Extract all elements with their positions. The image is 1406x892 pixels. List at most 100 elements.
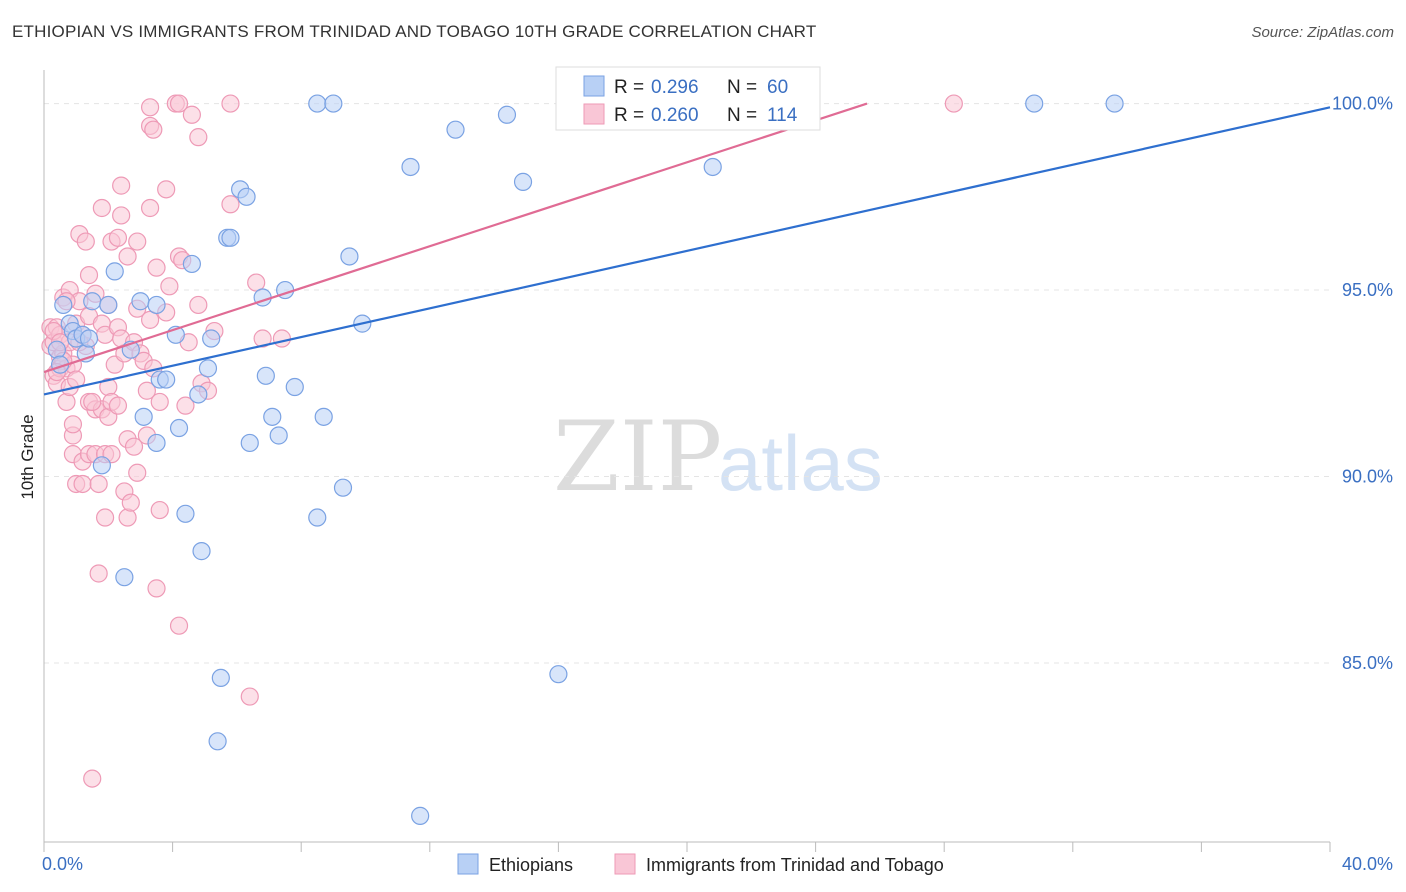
- trinidad-point: [83, 392, 102, 412]
- ethiopian-point: [340, 247, 359, 266]
- y-tick-label: 100.0%: [1332, 94, 1393, 114]
- ethiopian-point: [208, 732, 227, 751]
- ethiopian-point: [263, 407, 282, 426]
- y-tick-labels: 85.0% 90.0% 95.0% 100.0%: [1332, 94, 1393, 673]
- trinidad-point: [57, 392, 76, 412]
- trinidad-point: [63, 415, 83, 434]
- y-tick-label: 90.0%: [1342, 467, 1393, 487]
- legend-ethiopians-swatch: [583, 75, 605, 97]
- trinidad-point: [95, 508, 115, 527]
- ethiopian-point: [99, 295, 118, 315]
- ethiopian-point: [176, 504, 195, 523]
- ethiopian-point: [1105, 94, 1124, 113]
- ethiopian-point: [157, 370, 176, 389]
- ethiopian-point: [115, 568, 134, 587]
- watermark-atlas: atlas: [718, 419, 883, 507]
- trinidad-point: [157, 180, 176, 199]
- trinidad-point: [112, 176, 131, 195]
- y-axis-label: 10th Grade: [18, 414, 37, 499]
- trinidad-point: [182, 105, 201, 124]
- ethiopian-point: [221, 228, 240, 247]
- legend-r-value-1: 0.296: [651, 77, 699, 98]
- trinidad-point: [169, 616, 189, 635]
- trinidad-point: [73, 474, 92, 494]
- ethiopian-point: [202, 329, 221, 348]
- ethiopian-point: [47, 340, 66, 359]
- trinidad-point: [169, 94, 189, 113]
- trinidad-point: [137, 381, 156, 400]
- ethiopian-point: [105, 262, 124, 281]
- ethiopian-point: [192, 542, 211, 561]
- trinidad-point: [176, 396, 195, 415]
- trinidad-point: [189, 128, 208, 147]
- legend-bottom-trinidad-label: Immigrants from Trinidad and Tobago: [646, 855, 944, 875]
- ethiopian-point: [83, 292, 102, 311]
- legend-bottom-ethiopians-swatch: [457, 853, 479, 875]
- trendlines: [43, 102, 1331, 396]
- ethiopian-point: [237, 187, 256, 206]
- ethiopian-point: [308, 508, 327, 527]
- watermark-zip: ZIP: [553, 401, 722, 513]
- ethiopians-trendline: [43, 106, 1331, 396]
- trinidad-point: [253, 329, 272, 348]
- x-tick-label-start: 0.0%: [42, 854, 83, 874]
- legend-r-label-2: R =: [614, 105, 644, 126]
- ethiopian-point: [211, 668, 230, 688]
- trinidad-point: [89, 474, 108, 494]
- ethiopian-point: [189, 385, 208, 404]
- legend-trinidad-swatch: [583, 103, 605, 125]
- ethiopian-point: [147, 433, 166, 453]
- source-credit: Source: ZipAtlas.com: [1251, 24, 1394, 41]
- ethiopian-point: [497, 105, 517, 124]
- ethiopian-point: [240, 433, 259, 453]
- ethiopian-point: [256, 366, 275, 385]
- legend-n-value-1: 60: [767, 77, 788, 98]
- legend-top: R = 0.296 N = 60 R = 0.260 N = 114: [555, 66, 821, 131]
- trinidad-point: [112, 206, 131, 225]
- trinidad-point: [240, 687, 259, 706]
- trinidad-point: [944, 94, 963, 113]
- x-tick-label-end: 40.0%: [1342, 854, 1393, 874]
- ethiopian-point: [147, 295, 166, 315]
- ethiopian-point: [198, 359, 218, 378]
- trinidad-point: [150, 392, 169, 412]
- ethiopian-point: [169, 418, 189, 438]
- trinidad-point: [89, 564, 108, 583]
- trinidad-point: [272, 329, 292, 348]
- trinidad-point: [128, 463, 147, 482]
- trinidad-point: [121, 493, 140, 512]
- trinidad-point: [79, 266, 99, 285]
- trinidad-point: [124, 437, 144, 456]
- series-ethiopians-points: [47, 94, 1124, 825]
- trinidad-point: [221, 94, 240, 113]
- ethiopian-point: [1025, 94, 1044, 113]
- chart-title: ETHIOPIAN VS IMMIGRANTS FROM TRINIDAD AN…: [12, 22, 817, 41]
- legend-bottom: Ethiopians Immigrants from Trinidad and …: [457, 853, 944, 875]
- y-tick-label: 95.0%: [1342, 280, 1393, 300]
- ethiopian-point: [308, 94, 327, 113]
- trinidad-point: [118, 508, 137, 527]
- legend-n-label-1: N =: [727, 77, 757, 98]
- trinidad-point: [147, 579, 166, 598]
- legend-n-label-2: N =: [727, 105, 757, 126]
- ethiopian-point: [182, 254, 201, 274]
- legend-bottom-ethiopians-label: Ethiopians: [489, 855, 573, 875]
- trinidad-point: [144, 120, 163, 139]
- ethiopian-point: [324, 94, 343, 113]
- ethiopian-point: [513, 172, 533, 191]
- legend-r-label-1: R =: [614, 77, 644, 98]
- ethiopian-point: [134, 407, 153, 426]
- ethiopian-point: [401, 157, 420, 177]
- trinidad-point: [108, 228, 128, 247]
- ethiopian-point: [131, 292, 150, 311]
- ethiopian-point: [269, 426, 288, 445]
- y-tick-label: 85.0%: [1342, 653, 1393, 673]
- ethiopian-point: [703, 157, 722, 177]
- trinidad-point: [221, 195, 240, 214]
- legend-r-value-2: 0.260: [651, 105, 699, 126]
- ethiopian-point: [285, 377, 304, 397]
- ethiopian-point: [54, 295, 73, 315]
- ethiopian-point: [333, 478, 353, 497]
- ethiopian-point: [549, 665, 568, 684]
- ethiopian-point: [446, 120, 465, 139]
